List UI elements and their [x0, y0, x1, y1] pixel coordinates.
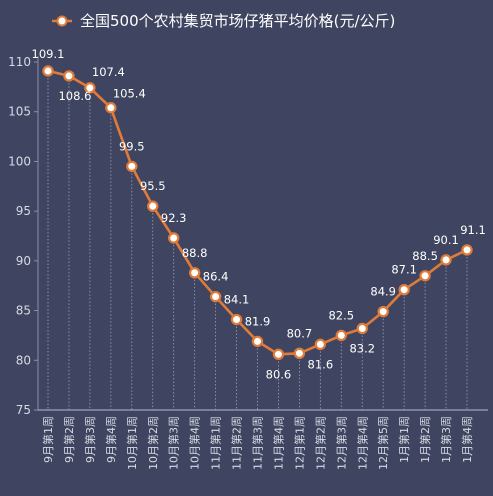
data-point — [188, 267, 201, 279]
legend: 全国500个农村集贸市场仔猪平均价格(元/公斤) — [52, 12, 395, 30]
x-tick-label: 9月第4周 — [104, 416, 118, 463]
x-tick-label: 9月第3周 — [83, 416, 97, 463]
data-label: 81.6 — [308, 357, 334, 371]
x-tick-label: 11月第2周 — [230, 416, 244, 470]
x-tick-label: 10月第2周 — [146, 416, 160, 470]
data-label: 88.5 — [412, 249, 438, 263]
data-label: 87.1 — [391, 263, 417, 277]
x-tick-label: 9月第1周 — [41, 416, 55, 463]
data-label: 108.6 — [58, 89, 91, 103]
x-tick-label: 1月第4周 — [460, 416, 474, 463]
data-point — [63, 70, 75, 82]
data-label: 86.4 — [203, 270, 229, 284]
data-point — [461, 244, 473, 256]
data-point — [377, 305, 389, 318]
legend-label: 全国500个农村集贸市场仔猪平均价格(元/公斤) — [80, 12, 395, 30]
x-tick-label: 12月第3周 — [334, 416, 348, 470]
data-point — [209, 290, 222, 303]
data-point — [335, 329, 347, 342]
data-label: 107.4 — [92, 65, 125, 79]
x-tick-label: 1月第3周 — [439, 416, 453, 463]
data-label: 82.5 — [328, 308, 354, 322]
data-point — [419, 270, 431, 282]
data-point — [356, 322, 368, 335]
data-point — [293, 347, 306, 360]
data-label: 95.5 — [140, 179, 166, 193]
x-axis: 9月第1周 9月第2周 9月第3周 9月第4周 10月第1周 10月第2周 10月第3周 10… — [38, 409, 488, 470]
data-point — [42, 65, 54, 77]
x-tick-label: 12月第5周 — [376, 416, 390, 470]
x-tick-label: 11月第3周 — [251, 416, 265, 470]
y-tick-label: 80 — [16, 353, 31, 367]
x-tick-label: 10月第1周 — [125, 416, 139, 470]
data-point — [251, 335, 264, 348]
data-label: 88.8 — [182, 246, 208, 260]
data-label: 92.3 — [161, 211, 187, 225]
y-tick-label: 75 — [16, 403, 31, 417]
data-point — [105, 102, 117, 114]
data-label: 91.1 — [460, 223, 486, 237]
x-tick-label: 11月第4周 — [271, 416, 285, 470]
data-label: 99.5 — [119, 139, 145, 153]
data-points — [42, 65, 473, 361]
drop-lines — [47, 70, 468, 410]
y-tick-label: 100 — [8, 154, 31, 168]
x-tick-label: 12月第1周 — [292, 416, 306, 470]
data-point — [398, 283, 410, 296]
data-label: 109.1 — [32, 47, 65, 61]
data-label: 81.9 — [245, 314, 271, 328]
data-point — [167, 232, 180, 244]
y-tick-label: 95 — [16, 204, 31, 218]
data-label: 105.4 — [113, 87, 146, 101]
x-tick-label: 1月第1周 — [397, 416, 411, 463]
y-tick-label: 105 — [8, 105, 31, 119]
data-label: 90.1 — [433, 233, 459, 247]
data-point — [84, 82, 96, 94]
y-tick-label: 90 — [16, 254, 31, 268]
x-tick-label: 12月第4周 — [355, 416, 369, 470]
data-label: 84.1 — [224, 293, 250, 307]
y-axis: 75 80 85 90 95 100 105 110 — [8, 55, 39, 417]
x-tick-label: 1月第2周 — [418, 416, 432, 463]
x-tick-label: 10月第3周 — [167, 416, 181, 470]
x-tick-label: 10月第4周 — [188, 416, 202, 470]
x-tick-label: 11月第1周 — [209, 416, 223, 470]
data-point — [272, 348, 285, 361]
y-tick-label: 110 — [8, 55, 31, 69]
data-point — [314, 338, 327, 351]
data-label: 83.2 — [349, 341, 375, 355]
data-point — [440, 254, 452, 266]
data-point — [230, 313, 243, 326]
data-label: 80.7 — [287, 326, 313, 340]
x-tick-label: 12月第2周 — [313, 416, 327, 470]
data-label: 80.6 — [266, 367, 292, 381]
data-point — [126, 160, 138, 173]
legend-marker-swatch — [56, 15, 68, 27]
data-point — [147, 200, 159, 212]
data-label: 84.9 — [370, 285, 396, 299]
x-tick-label: 9月第2周 — [62, 416, 76, 463]
y-tick-label: 85 — [16, 304, 31, 318]
